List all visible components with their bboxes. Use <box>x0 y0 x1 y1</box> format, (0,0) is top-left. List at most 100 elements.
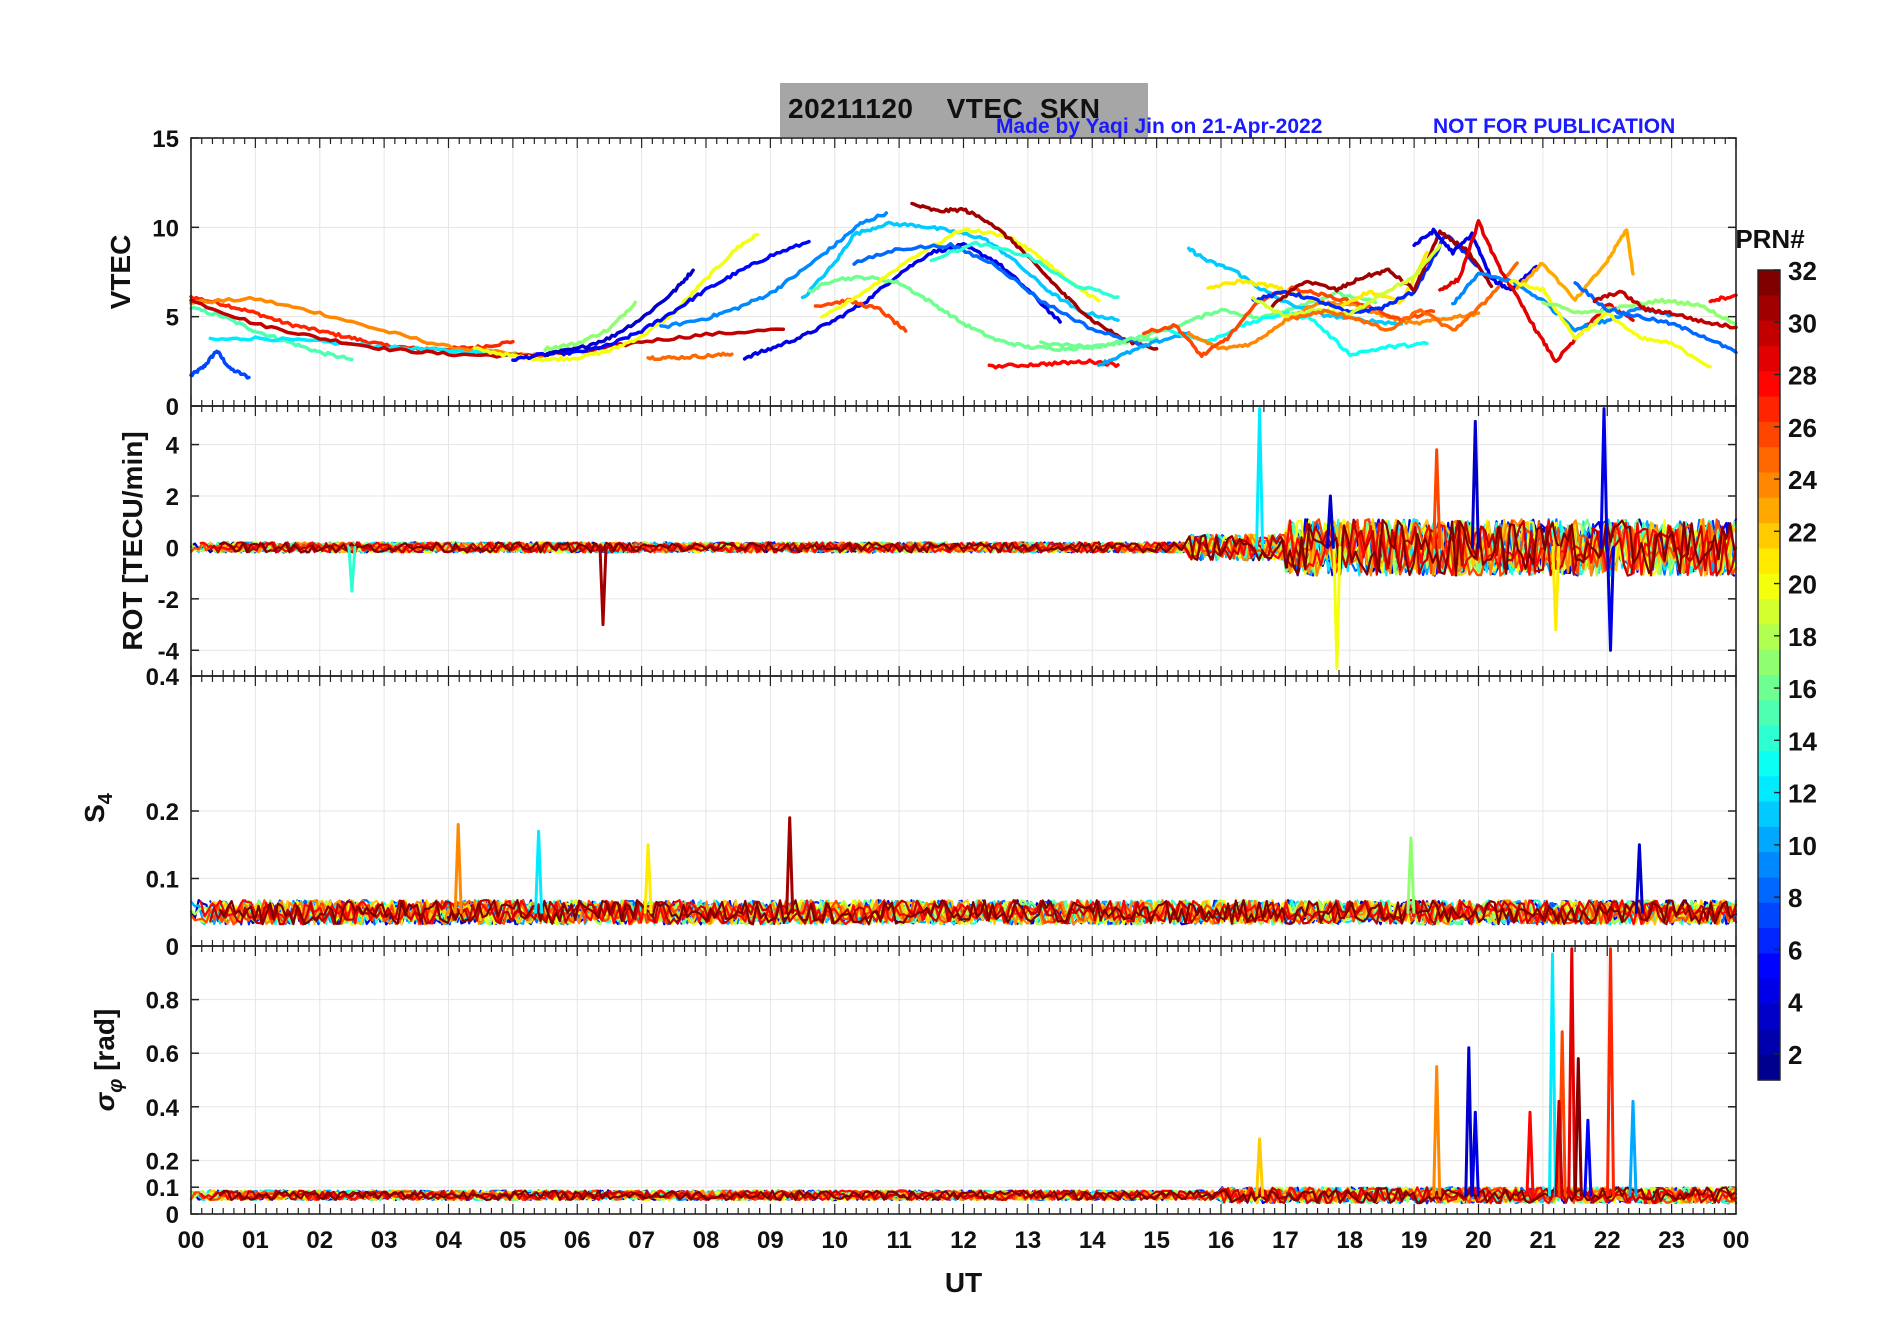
vtec-series-prn-17 <box>543 300 637 352</box>
vtec-series-prn-4 <box>1412 227 1539 292</box>
sigma_phi-spike-prn-4 <box>1470 1110 1480 1197</box>
sigma_phi-series-prn-32 <box>218 1186 1736 1205</box>
vtec-series-prn-26 <box>813 297 908 333</box>
panel-s4 <box>189 675 1738 947</box>
x-tick-label: 10 <box>821 1227 848 1254</box>
s4-series-prn-32 <box>218 898 1736 926</box>
vtec-series-prn-28 <box>1708 293 1738 304</box>
colorbar-tick-label: 6 <box>1788 935 1802 965</box>
x-tick-label: 00 <box>178 1227 205 1254</box>
y-tick-label: 5 <box>166 305 179 332</box>
y-axis-label-vtec: VTEC <box>105 235 136 310</box>
x-tick-label: 11 <box>886 1227 911 1254</box>
y-tick-label: 4 <box>166 433 180 460</box>
colorbar-segment <box>1758 1029 1780 1056</box>
x-tick-label: 17 <box>1272 1227 1299 1254</box>
colorbar-title: PRN# <box>1735 224 1805 254</box>
rot-series-prn-32 <box>218 518 1736 577</box>
vtec-series-prn-25 <box>1290 261 1519 332</box>
rot-spike-prn-14 <box>347 545 357 593</box>
colorbar-segment <box>1758 599 1780 625</box>
colorbar-segment <box>1758 776 1780 803</box>
credit-text: Made by Yaqi Jin on 21-Apr-2022 <box>996 115 1323 138</box>
colorbar-tick-label: 12 <box>1788 779 1817 809</box>
y-tick-label: 10 <box>152 215 179 242</box>
s4-series-prn-30 <box>209 898 1738 926</box>
colorbar-segment <box>1758 801 1780 828</box>
colorbar-segment <box>1758 877 1780 904</box>
colorbar-segment <box>1758 1054 1780 1081</box>
y-tick-label: 0.1 <box>146 1175 179 1202</box>
sigma_phi-spike-prn-22 <box>1255 1137 1265 1197</box>
publication-notice: NOT FOR PUBLICATION <box>1433 115 1676 138</box>
vtec-series-prn-8 <box>1573 281 1738 355</box>
chart-title: 20211120 VTEC SKN <box>788 93 1101 124</box>
title-box <box>780 83 1148 137</box>
vtec-series-prn-7 <box>189 349 251 380</box>
colorbar-segment <box>1758 523 1780 550</box>
y-tick-label: -2 <box>158 587 179 614</box>
vtec-series-prn-8 <box>852 242 1146 348</box>
colorbar-tick-label: 18 <box>1788 622 1817 652</box>
colorbar-segment <box>1758 750 1780 777</box>
x-tick-label: 13 <box>1015 1227 1042 1254</box>
sigma_phi-spike-prn-30 <box>1554 1099 1564 1197</box>
colorbar-segment <box>1758 472 1780 499</box>
panel-sigma_phi <box>189 945 1738 1215</box>
x-axis-label: UT <box>945 1267 982 1298</box>
vtec-series-prn-15 <box>189 305 354 362</box>
colorbar-segment <box>1758 573 1780 600</box>
colorbar-segment <box>1758 497 1780 524</box>
vtec-series-prn-6 <box>1251 234 1481 315</box>
rot-spike-prn-4 <box>1599 407 1609 549</box>
vtec-series-prn-3 <box>543 268 695 358</box>
colorbar-segment <box>1758 649 1780 676</box>
colorbar-tick-label: 24 <box>1788 465 1817 495</box>
x-tick-label: 06 <box>564 1227 591 1254</box>
colorbar-tick-label: 20 <box>1788 570 1817 600</box>
y-axis-label-rot: ROT [TECU/min] <box>117 431 148 650</box>
colorbar-segment <box>1758 624 1780 651</box>
rot-spike-prn-20 <box>1332 545 1342 670</box>
colorbar-tick-label: 2 <box>1788 1040 1802 1070</box>
vtec-series-prn-11 <box>800 220 1120 322</box>
x-tick-label: 12 <box>950 1227 977 1254</box>
rot-spike-prn-3 <box>1325 494 1335 549</box>
colorbar-frame <box>1757 269 1781 1081</box>
y-tick-label: 0 <box>166 394 179 421</box>
colorbar-segment <box>1758 396 1780 423</box>
colorbar-segment <box>1758 270 1780 296</box>
vtec-series-prn-29 <box>1438 219 1635 364</box>
vtec-series-prn-25 <box>646 351 734 362</box>
panel-rot <box>189 405 1738 677</box>
colorbar-segment <box>1758 928 1780 955</box>
y-tick-label: -4 <box>158 638 180 665</box>
vtec-series-prn-16 <box>1039 290 1378 350</box>
y-tick-label: 0 <box>166 934 179 961</box>
y-tick-label: 0.4 <box>146 664 180 691</box>
colorbar-tick-label: 30 <box>1788 308 1817 338</box>
colorbar-segment <box>1758 675 1780 701</box>
sigma_phi-spike-prn-10 <box>1628 1099 1638 1197</box>
colorbar-segment <box>1758 295 1780 322</box>
colorbar-tick-label: 8 <box>1788 883 1802 913</box>
colorbar-segment <box>1758 421 1780 448</box>
vtec-series-prn-10 <box>1096 330 1191 367</box>
vtec-series-prn-24 <box>1187 299 1481 351</box>
vtec-series-prn-31 <box>1270 229 1494 308</box>
colorbar-segment <box>1758 371 1780 398</box>
y-tick-label: 0.2 <box>146 799 179 826</box>
sigma_phi-spike-prn-3 <box>1464 1046 1474 1197</box>
colorbar-segment <box>1758 826 1780 853</box>
y-tick-label: 2 <box>166 484 179 511</box>
s4-spike-prn-12 <box>534 829 544 914</box>
s4-spike-prn-24 <box>453 823 463 914</box>
s4-spike-prn-21 <box>643 843 653 914</box>
vtec-series-prn-4 <box>742 241 1062 361</box>
sigma_phi-spike-prn-29 <box>1567 947 1577 1197</box>
vtec-series-prn-28 <box>987 358 1120 370</box>
colorbar-segment <box>1758 447 1780 474</box>
panel-frame <box>190 945 1737 1215</box>
